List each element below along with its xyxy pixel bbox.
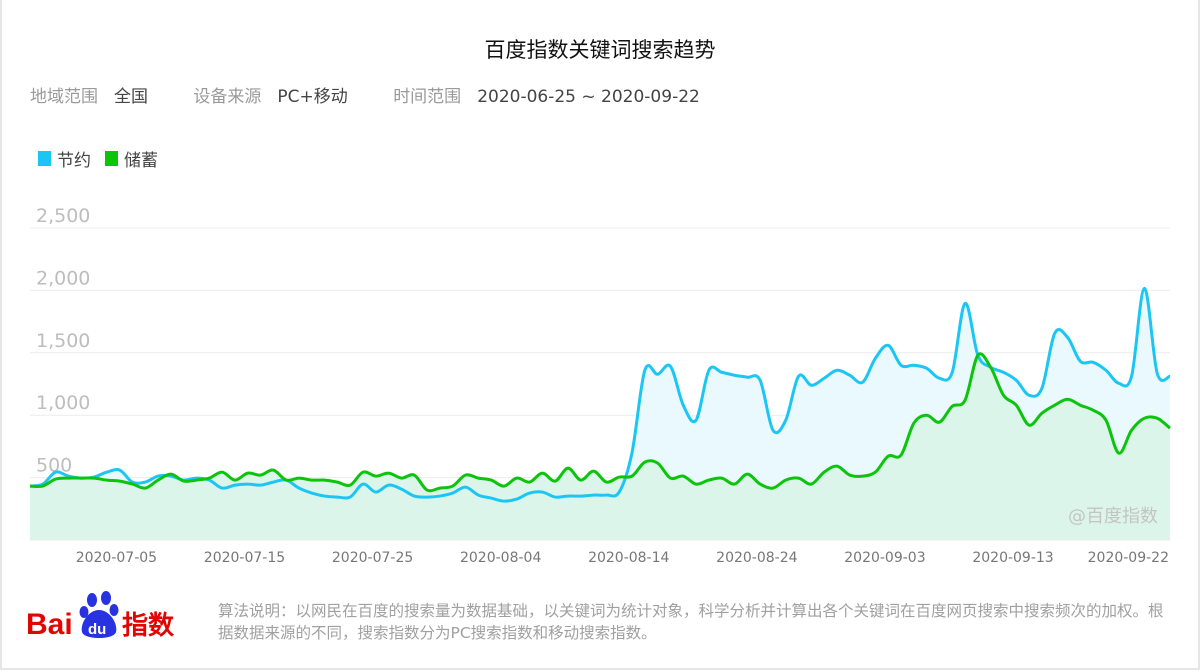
legend-swatch — [105, 151, 118, 166]
page-title: 百度指数关键词搜索趋势 — [484, 38, 716, 62]
filter-label-time: 时间范围 — [393, 87, 462, 107]
x-tick-label: 2020-07-25 — [332, 550, 413, 566]
y-tick-label: 500 — [36, 455, 72, 477]
x-tick-label: 2020-09-22 — [1088, 550, 1169, 566]
svg-text:指数: 指数 — [122, 611, 175, 640]
x-tick-label: 2020-07-15 — [204, 550, 285, 566]
legend-label: 节约 — [57, 151, 91, 171]
filter-value-device[interactable]: PC+移动 — [277, 87, 348, 107]
filter-label-region: 地域范围 — [30, 87, 98, 107]
series-line-2 — [29, 352, 1171, 493]
x-tick-label: 2020-09-13 — [972, 550, 1053, 566]
filter-bar: 地域范围 全国 设备来源 PC+移动 时间范围 2020-06-25 ~ 2020-0… — [30, 82, 740, 107]
x-tick-label: 2020-08-14 — [588, 550, 669, 566]
footer: Bai du 指数 算法说明：以网民在百度的搜索量为数据基础，以关键词为统计对象… — [0, 580, 1200, 670]
x-tick-label: 2020-07-05 — [76, 550, 157, 566]
filter-value-time[interactable]: 2020-06-25 ~ 2020-09-22 — [477, 87, 700, 107]
x-tick-label: 2020-09-03 — [844, 550, 925, 566]
svg-text:Bai: Bai — [26, 608, 73, 640]
algorithm-note: 算法说明：以网民在百度的搜索量为数据基础，以关键词为统计对象，科学分析并计算出各… — [218, 602, 1164, 642]
legend-item-series2[interactable]: 储蓄 — [105, 146, 158, 171]
legend: 节约 储蓄 — [38, 146, 172, 171]
legend-swatch — [38, 151, 51, 166]
y-tick-label: 2,000 — [36, 267, 90, 289]
baidu-index-logo: Bai du 指数 — [26, 591, 175, 640]
filter-value-region[interactable]: 全国 — [114, 87, 148, 107]
y-tick-label: 1,500 — [36, 330, 90, 352]
watermark: @百度指数 — [1068, 506, 1158, 527]
x-tick-label: 2020-08-04 — [460, 550, 541, 566]
filter-label-device: 设备来源 — [193, 87, 262, 107]
legend-item-series1[interactable]: 节约 — [38, 146, 91, 171]
x-tick-label: 2020-08-24 — [716, 550, 797, 566]
y-tick-label: 2,500 — [36, 205, 90, 227]
legend-label: 储蓄 — [124, 151, 158, 171]
svg-text:du: du — [88, 621, 106, 638]
y-tick-label: 1,000 — [36, 392, 90, 414]
series-line-1 — [29, 286, 1171, 503]
chart-plot: 2,500 2,000 1,500 1,000 500 2020-07-05 2020-07… — [29, 205, 1171, 566]
